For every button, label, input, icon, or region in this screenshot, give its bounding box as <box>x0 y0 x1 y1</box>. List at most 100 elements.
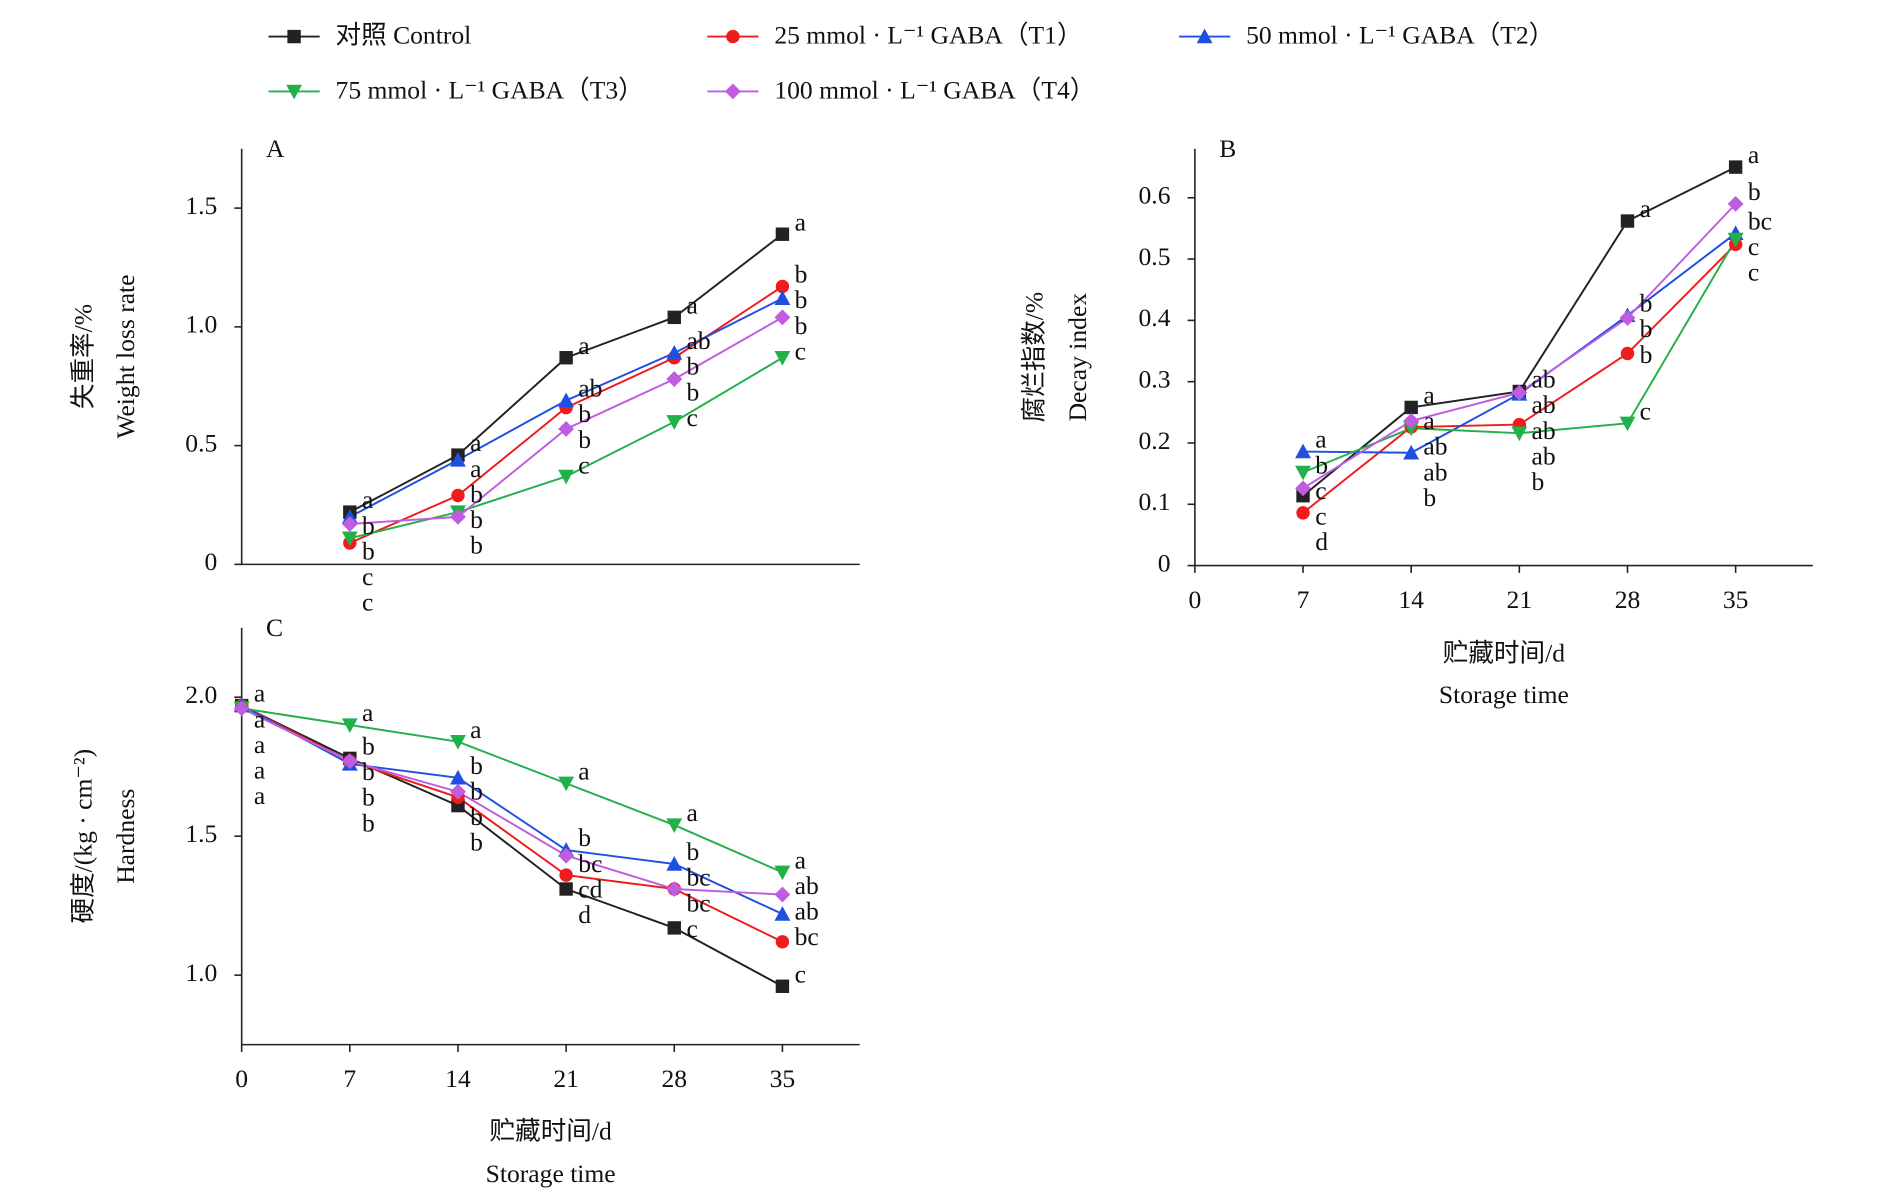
point <box>1296 506 1310 520</box>
significance-letter: a <box>254 679 265 708</box>
point <box>666 345 683 360</box>
series-line <box>349 356 783 540</box>
significance-letter: b <box>470 828 483 857</box>
series-line <box>241 707 783 874</box>
significance-letter: bc <box>795 922 819 951</box>
significance-letter: b <box>795 260 808 289</box>
y-tick-label: 0.5 <box>185 428 217 457</box>
significance-letter: a <box>362 485 373 514</box>
legend-label: 对照 Control <box>336 21 472 50</box>
significance-letter: a <box>470 715 481 744</box>
point <box>775 279 790 294</box>
point <box>1295 443 1311 459</box>
y-axis-title: Hardness <box>111 789 140 884</box>
point <box>666 881 683 897</box>
significance-letter: b <box>686 377 699 406</box>
significance-letter: c <box>795 959 806 988</box>
point <box>341 718 358 733</box>
point <box>775 935 790 949</box>
legend-marker <box>287 29 301 44</box>
point <box>341 531 358 547</box>
point <box>233 700 250 717</box>
significance-letter: a <box>686 798 697 827</box>
significance-letter: a <box>1748 140 1759 169</box>
significance-letter: a <box>1423 406 1434 435</box>
significance-letter: a <box>795 207 806 236</box>
significance-letter: bc <box>686 863 710 892</box>
significance-letter: c <box>362 588 373 617</box>
significance-letter: a <box>795 845 806 874</box>
legend-label: 75 mmol · L⁻¹ GABA（T3） <box>336 76 644 105</box>
significance-letter: b <box>1423 483 1436 512</box>
significance-letter: a <box>686 290 697 319</box>
point <box>559 882 573 896</box>
significance-letter: b <box>1640 314 1653 343</box>
point <box>774 351 791 366</box>
point <box>1295 465 1311 481</box>
significance-letter: a <box>1640 194 1651 223</box>
significance-letter: a <box>578 331 589 360</box>
point <box>558 847 575 864</box>
point <box>775 227 790 241</box>
significance-letter: b <box>1640 340 1653 369</box>
x-tick-label: 35 <box>1723 585 1749 614</box>
significance-letter: b <box>362 783 375 812</box>
point <box>666 415 683 430</box>
axis <box>240 627 860 1046</box>
significance-letter: a <box>254 781 265 810</box>
x-tick-label: 14 <box>445 1064 471 1093</box>
point <box>1511 426 1528 442</box>
point <box>1403 421 1420 437</box>
significance-letter: b <box>470 751 483 780</box>
point <box>1728 160 1743 174</box>
point <box>451 488 465 503</box>
y-tick-label: 0 <box>1158 548 1171 577</box>
panel-label: C <box>266 613 283 642</box>
point <box>450 769 466 785</box>
panel-label: A <box>266 134 285 163</box>
legend-label: 100 mmol · L⁻¹ GABA（T4） <box>774 76 1095 105</box>
significance-letter: ab <box>1423 457 1447 486</box>
significance-letter: b <box>578 425 591 454</box>
significance-letter: ab <box>795 897 819 926</box>
x-tick-label: 35 <box>770 1064 796 1093</box>
significance-letter: b <box>362 757 375 786</box>
significance-letter: ab <box>1532 390 1556 419</box>
point <box>558 776 575 792</box>
significance-letter: b <box>1748 177 1761 206</box>
significance-letter: c <box>362 562 373 591</box>
significance-letter: ab <box>686 326 710 355</box>
y-tick-label: 0.2 <box>1139 426 1171 455</box>
significance-letter: b <box>362 511 375 540</box>
series-line <box>349 285 783 544</box>
significance-letter: b <box>686 352 699 381</box>
significance-letter: a <box>578 757 589 786</box>
legend-marker <box>726 29 740 44</box>
significance-letter: b <box>470 479 483 508</box>
significance-letter: c <box>578 450 589 479</box>
point <box>1619 309 1636 326</box>
significance-letter: d <box>1315 527 1328 556</box>
significance-letter: bc <box>686 888 710 917</box>
panel: C 1.0 1.5 2.0 0 7 14 21 28 35 硬度/(kg · cm⁻²) Hardne… <box>69 613 860 1188</box>
point <box>1620 346 1635 361</box>
point <box>775 979 790 993</box>
x-tick-label: 7 <box>1297 585 1310 614</box>
y-axis-title: Decay index <box>1063 293 1092 422</box>
significance-letter: a <box>254 704 265 733</box>
significance-letter: b <box>686 837 699 866</box>
significance-letter: b <box>470 777 483 806</box>
significance-letter: b <box>1532 467 1545 496</box>
significance-letter: c <box>1748 258 1759 287</box>
significance-letter: a <box>1423 381 1434 410</box>
significance-letter: d <box>578 900 591 929</box>
y-tick-label: 1.5 <box>185 191 217 220</box>
y-axis-title: Weight loss rate <box>111 274 140 438</box>
x-axis-title: Storage time <box>1439 680 1569 709</box>
y-axis-title: 失重率/% <box>69 304 98 409</box>
significance-letter: b <box>362 536 375 565</box>
y-tick-label: 0.5 <box>1139 242 1171 271</box>
significance-letter: c <box>686 914 697 943</box>
legend-label: 25 mmol · L⁻¹ GABA（T1） <box>774 21 1082 50</box>
